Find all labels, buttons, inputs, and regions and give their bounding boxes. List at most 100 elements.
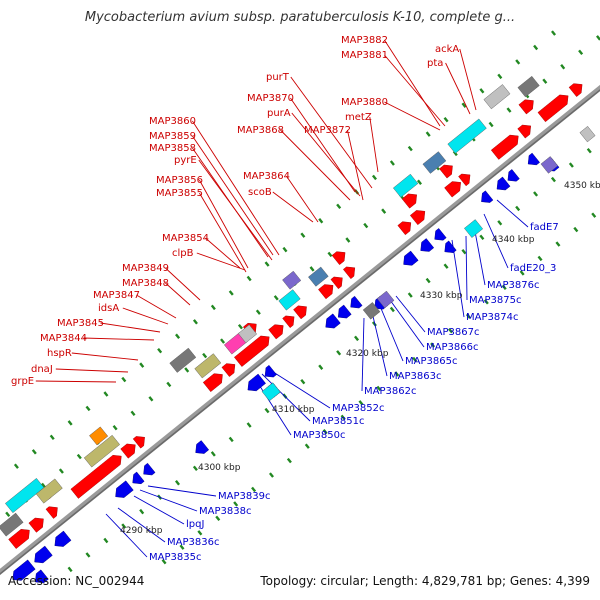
label-leader-line [83,337,155,341]
tick-dot [407,145,413,152]
reverse-gene [264,364,277,378]
tick-dot [220,338,226,344]
tick-dot [497,73,503,80]
cog-feature [376,290,395,309]
cog-feature [447,118,487,154]
label-leader-line [361,317,365,392]
cog-feature [579,126,596,143]
gene-arrow-forward [293,305,307,320]
tick-dot [184,367,190,373]
cog-feature [261,382,281,402]
gene-arrow-reverse [507,169,520,182]
cog-feature [0,512,24,537]
tick-dot [533,191,539,197]
tick-dot [560,64,566,70]
label-leader-line [272,191,314,223]
tick-dot [13,463,19,469]
reverse-gene [247,373,266,392]
forward-gene-label: MAP3854 [162,233,209,244]
cog-box [83,434,121,468]
reverse-gene [420,238,435,252]
forward-gene-label: MAP3860 [149,116,196,127]
tick-dot [371,174,377,181]
tick-dot [139,362,145,368]
tick-dot [166,381,172,388]
forward-gene [409,210,426,226]
ruler-tick-label: 4310 kbp [272,405,315,415]
reverse-gene [337,304,352,319]
tick-dot [130,410,136,416]
reverse-gene-label: MAP3850c [293,430,345,441]
label-leader-line [165,267,201,301]
gene-arrow-reverse [496,176,511,191]
reverse-gene-label: fadE7 [530,222,559,233]
tick-dot [542,78,548,84]
forward-gene-label: MAP3856 [156,175,203,186]
tick-dot [568,162,574,168]
label-leader-line [286,175,319,223]
tick-dot [578,49,584,56]
genome-backbone-shadow [0,89,600,575]
tick-dot [103,537,109,544]
tick-dot [555,241,561,247]
tick-dot [139,508,145,515]
reverse-gene-label: MAP3875c [469,295,521,306]
tick-dot [202,352,208,359]
gene-arrow-reverse [350,295,363,309]
forward-gene-label: MAP3855 [156,188,203,199]
label-leader-line [192,135,274,256]
label-leader-line [379,305,404,362]
label-leader-line [369,116,379,173]
reverse-gene [325,313,341,329]
tick-dot [416,179,422,185]
tick-dot [336,203,342,210]
forward-gene-label: MAP3880 [341,97,388,108]
tick-dot [286,457,292,464]
tick-dot [497,220,503,226]
tick-dot [174,480,181,486]
gene-arrow-reverse [12,559,36,581]
label-leader-line [261,373,311,422]
tick-dot [85,405,91,412]
genome-backbone [0,84,600,576]
label-leader-line [290,76,373,189]
forward-gene [282,315,295,328]
forward-gene-label: MAP3844 [40,333,87,344]
tick-dot [336,350,342,356]
label-leader-line [465,235,468,301]
forward-gene [28,517,44,533]
reverse-gene [527,152,540,166]
forward-gene-label: grpE [11,376,34,387]
forward-gene-label: MAP3881 [341,50,388,61]
forward-gene-label: hspR [47,348,72,359]
cog-feature [422,151,447,174]
label-leader-line [496,199,529,228]
tick-dot [430,342,436,348]
reverse-gene [481,190,494,203]
tick-dot [363,222,369,229]
label-leader-line [139,489,198,512]
tick-dot [586,147,592,154]
forward-gene [330,276,343,290]
forward-gene-label: purT [266,72,290,83]
reverse-gene-label: MAP3851c [312,416,364,427]
tick-dot [76,453,82,460]
tick-dot [304,443,310,449]
tick-dot [515,59,521,65]
gene-arrow-reverse [337,304,352,319]
gene-arrow-reverse [143,462,156,476]
ruler-tick-label: 4300 kbp [198,463,241,473]
tick-dot [551,30,557,36]
cog-box [278,289,301,311]
forward-gene-label: MAP3847 [93,290,140,301]
label-leader-line [100,322,161,333]
reverse-gene-label: MAP3862c [364,386,416,397]
reverse-gene [350,295,363,309]
forward-gene [70,454,122,499]
label-leader-line [384,39,441,127]
tick-dot [479,234,485,240]
cog-box [89,426,109,446]
gene-arrow-forward [202,373,223,393]
label-leader-line [395,295,426,333]
tick-dot [192,465,198,472]
